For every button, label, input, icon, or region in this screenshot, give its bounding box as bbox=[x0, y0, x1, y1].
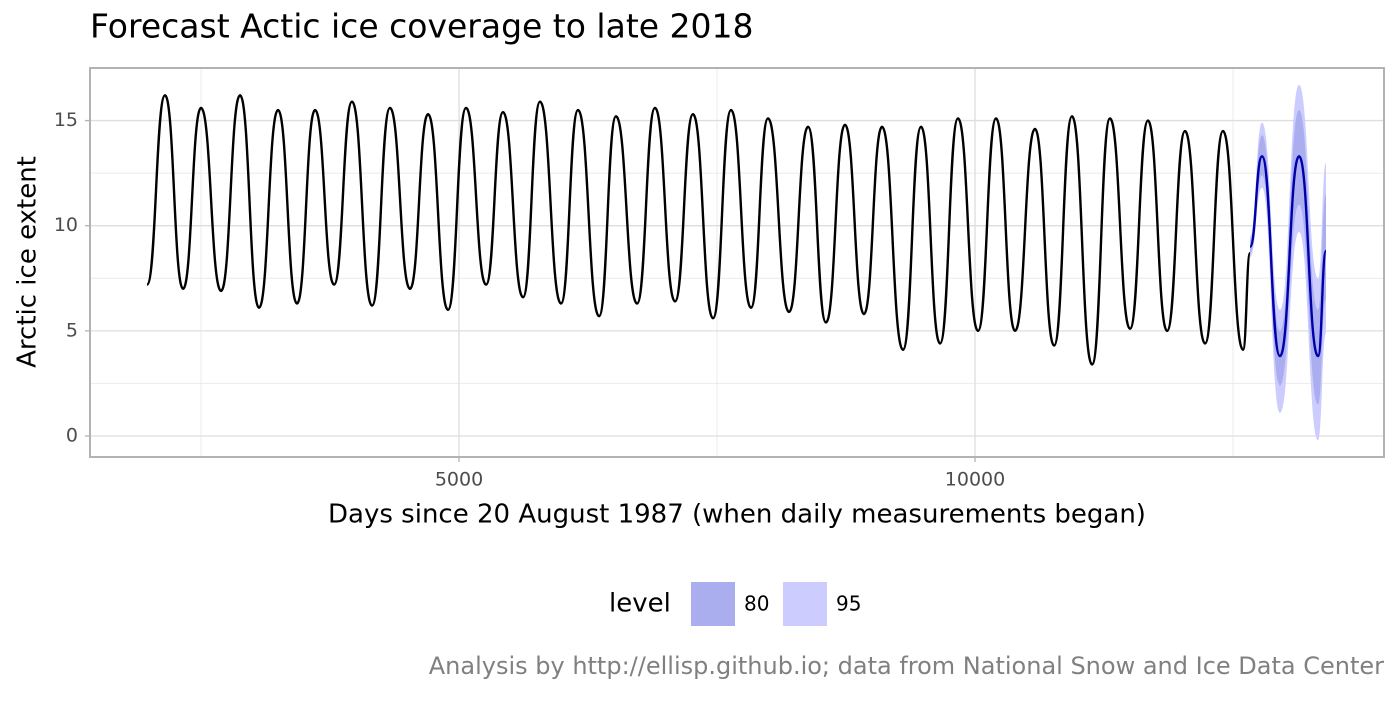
x-tick-label: 5000 bbox=[435, 469, 483, 491]
caption: Analysis by http://ellisp.github.io; dat… bbox=[429, 652, 1384, 680]
x-tick-label: 10000 bbox=[945, 469, 1005, 491]
y-tick-label: 0 bbox=[66, 424, 78, 446]
legend-title: level bbox=[609, 589, 671, 619]
series-line bbox=[145, 94, 1252, 366]
legend-swatch bbox=[691, 582, 735, 626]
series-line bbox=[1248, 155, 1328, 358]
interval-band bbox=[1250, 110, 1327, 405]
x-axis-label: Days since 20 August 1987 (when daily me… bbox=[328, 500, 1146, 530]
y-axis-label: Arctic ice extent bbox=[13, 156, 43, 368]
legend-swatch bbox=[783, 582, 827, 626]
y-tick-label: 10 bbox=[54, 214, 78, 236]
plot-border bbox=[89, 67, 1385, 458]
y-tick-label: 15 bbox=[54, 109, 78, 131]
chart-title: Forecast Actic ice coverage to late 2018 bbox=[90, 7, 754, 46]
legend-label: 95 bbox=[836, 592, 861, 616]
legend-label: 80 bbox=[744, 592, 769, 616]
y-tick-label: 5 bbox=[66, 319, 78, 341]
